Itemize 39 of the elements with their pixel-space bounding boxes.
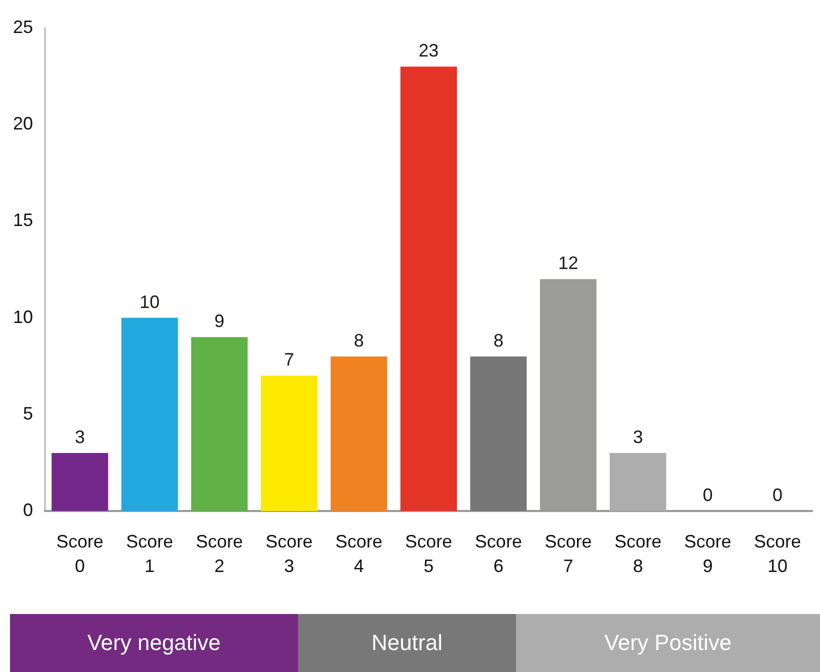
x-tick-label: Score 3 (266, 531, 313, 576)
data-label: 3 (74, 427, 85, 448)
bar (121, 318, 178, 511)
data-label: 0 (702, 484, 713, 505)
data-label: 10 (140, 292, 160, 312)
y-tick-label: 25 (12, 16, 33, 37)
x-tick-label: Score 2 (196, 531, 243, 576)
x-tick-label: Score 8 (614, 531, 662, 576)
x-tick-label: Score 5 (405, 531, 452, 576)
y-tick-label: 20 (12, 114, 33, 134)
text: Very negative (87, 630, 221, 656)
data-label: 7 (284, 350, 294, 370)
bar (610, 453, 666, 511)
y-tick-label: 15 (12, 210, 33, 230)
bar (52, 453, 108, 511)
x-tick-label: Score 7 (544, 531, 592, 576)
data-label: 9 (214, 311, 224, 332)
y-tick-label: 5 (22, 403, 33, 424)
x-tick-label: Score 4 (335, 531, 382, 576)
bar (191, 337, 248, 511)
bar (260, 376, 318, 511)
data-label: 8 (493, 330, 504, 350)
x-tick-label: Score 1 (126, 531, 174, 576)
y-tick-label: 10 (12, 306, 33, 327)
data-label: 8 (354, 330, 364, 350)
x-tick-label: Score 6 (474, 531, 522, 576)
y-tick-label: 0 (22, 500, 33, 520)
data-label: 12 (558, 253, 578, 274)
data-label: 3 (632, 427, 643, 448)
bar (470, 356, 527, 511)
x-tick-label: Score 9 (684, 531, 732, 576)
bar (330, 356, 388, 511)
data-label: 23 (418, 40, 439, 61)
bar (400, 66, 457, 511)
data-label: 0 (772, 484, 782, 505)
text: Neutral (372, 630, 442, 656)
x-tick-label: Score 0 (56, 531, 104, 576)
x-tick-label: Score 10 (754, 531, 802, 576)
text: Very Positive (604, 630, 732, 656)
